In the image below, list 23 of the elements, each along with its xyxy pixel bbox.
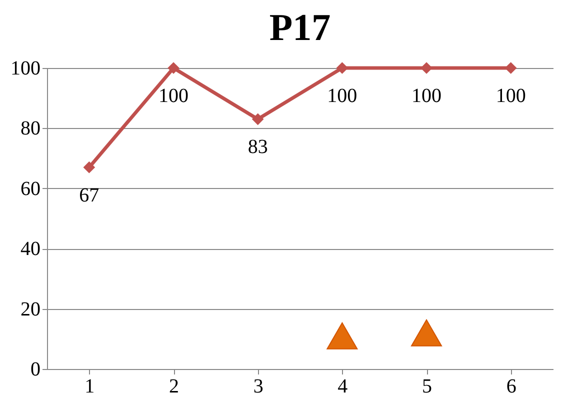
data-label: 100 [412, 85, 442, 107]
point [83, 161, 96, 174]
point [420, 62, 432, 74]
x-tick-label: 6 [506, 376, 516, 398]
data-label: 100 [327, 85, 358, 107]
x-tick-label: 4 [338, 376, 348, 398]
y-tick-label: 40 [20, 238, 40, 260]
y-tick-label: 80 [20, 118, 40, 140]
y-tick-label: 60 [20, 178, 40, 200]
x-tick-label: 2 [169, 376, 179, 398]
x-tick-label: 1 [84, 376, 95, 398]
y-tick-label: 100 [10, 58, 40, 80]
data-label: 100 [158, 85, 188, 107]
y-tick-label: 0 [30, 358, 40, 380]
point [168, 62, 180, 74]
data-label: 83 [248, 136, 268, 158]
x-tick-label: 5 [422, 376, 432, 398]
data-label: 67 [79, 184, 100, 206]
x-tick-label: 3 [253, 376, 264, 398]
y-tick-label: 20 [20, 298, 40, 320]
chart-title: P17 [269, 7, 331, 49]
point [252, 113, 264, 126]
data-label: 100 [496, 85, 526, 107]
